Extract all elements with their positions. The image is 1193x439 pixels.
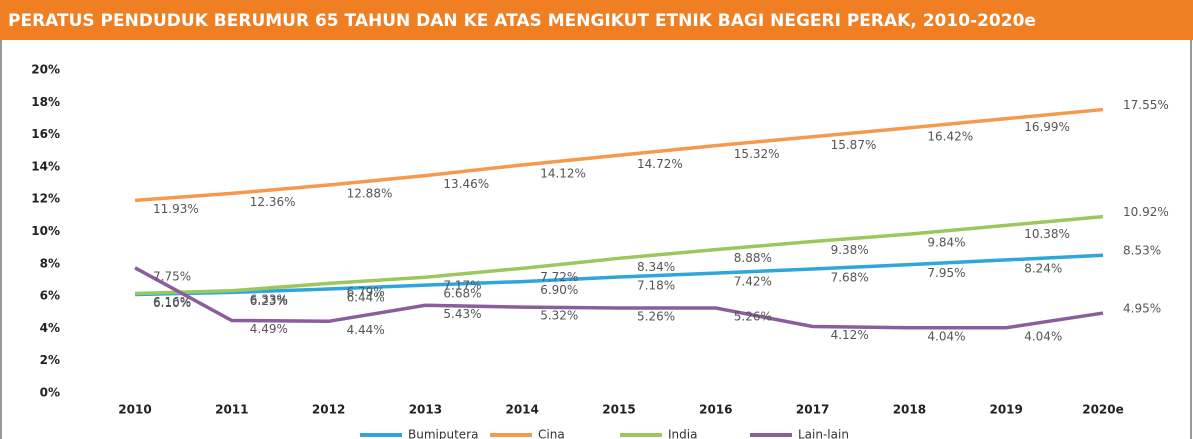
series-line: [134, 214, 1104, 296]
data-label: 7.75%: [153, 269, 191, 283]
x-tick-label: 2018: [893, 403, 926, 417]
y-tick-label: 16%: [31, 127, 60, 141]
data-label: 17.55%: [1123, 98, 1169, 112]
data-label: 7.72%: [540, 270, 578, 284]
data-label: 11.93%: [153, 202, 199, 216]
y-tick-label: 14%: [31, 159, 60, 173]
y-tick-label: 18%: [31, 95, 60, 109]
data-label: 5.26%: [637, 310, 675, 324]
data-label: 14.72%: [637, 157, 683, 171]
x-tick-label: 2010: [118, 403, 151, 417]
y-tick-label: 0%: [40, 386, 60, 400]
data-label: 13.46%: [443, 177, 489, 191]
data-label: 4.04%: [927, 329, 965, 343]
data-label: 5.43%: [443, 307, 481, 321]
data-label: 7.95%: [927, 266, 965, 280]
data-label: 6.79%: [347, 285, 385, 299]
chart-title: PERATUS PENDUDUK BERUMUR 65 TAHUN DAN KE…: [8, 11, 1036, 31]
data-label: 6.16%: [153, 295, 191, 309]
title-bar: [0, 0, 1193, 40]
data-label: 15.87%: [831, 138, 877, 152]
data-label: 7.17%: [443, 279, 481, 293]
data-label: 8.24%: [1024, 261, 1062, 275]
series-line: [134, 107, 1104, 203]
series-line: [134, 266, 1104, 330]
data-label: 4.49%: [250, 322, 288, 336]
data-label: 8.34%: [637, 260, 675, 274]
data-label: 16.99%: [1024, 120, 1070, 134]
x-tick-label: 2019: [989, 403, 1022, 417]
data-label: 16.42%: [927, 129, 973, 143]
data-label: 7.42%: [734, 275, 772, 289]
data-label: 6.68%: [443, 287, 481, 301]
x-tick-label: 2012: [312, 403, 345, 417]
data-label: 5.26%: [734, 310, 772, 324]
x-tick-label: 2014: [505, 403, 538, 417]
y-tick-label: 4%: [40, 321, 60, 335]
x-tick-label: 2013: [409, 403, 442, 417]
data-label: 8.88%: [734, 251, 772, 265]
data-label: 7.18%: [637, 279, 675, 293]
x-tick-label: 2011: [215, 403, 248, 417]
data-label: 12.36%: [250, 195, 296, 209]
data-label: 6.44%: [347, 290, 385, 304]
series-line: [134, 253, 1104, 297]
y-tick-label: 6%: [40, 289, 60, 303]
y-tick-label: 8%: [40, 256, 60, 270]
data-label: 5.32%: [540, 309, 578, 323]
data-label: 14.12%: [540, 166, 586, 180]
y-tick-label: 12%: [31, 192, 60, 206]
data-label: 10.92%: [1123, 205, 1169, 219]
data-label: 9.84%: [927, 236, 965, 250]
legend-label: Lain-lain: [798, 428, 849, 439]
x-tick-label: 2015: [602, 403, 635, 417]
data-label: 4.12%: [831, 328, 869, 342]
data-label: 9.38%: [831, 243, 869, 257]
data-label: 12.88%: [347, 186, 393, 200]
y-tick-label: 20%: [31, 63, 60, 77]
legend-label: Cina: [538, 428, 565, 439]
data-label: 7.68%: [831, 270, 869, 284]
x-tick-label: 2020e: [1082, 403, 1124, 417]
x-tick-label: 2016: [699, 403, 732, 417]
data-label: 6.23%: [250, 294, 288, 308]
data-label: 6.90%: [540, 283, 578, 297]
data-label: 6.33%: [250, 292, 288, 306]
data-label: 10.38%: [1024, 227, 1070, 241]
x-tick-label: 2017: [796, 403, 829, 417]
data-label: 4.04%: [1024, 329, 1062, 343]
y-tick-label: 10%: [31, 224, 60, 238]
y-tick-label: 2%: [40, 353, 60, 367]
data-label: 4.44%: [347, 323, 385, 337]
data-label: 8.53%: [1123, 244, 1161, 258]
legend-label: Bumiputera: [408, 428, 478, 439]
data-label: 4.95%: [1123, 302, 1161, 316]
legend-label: India: [668, 428, 697, 439]
data-label: 15.32%: [734, 147, 780, 161]
data-label: 6.10%: [153, 296, 191, 310]
